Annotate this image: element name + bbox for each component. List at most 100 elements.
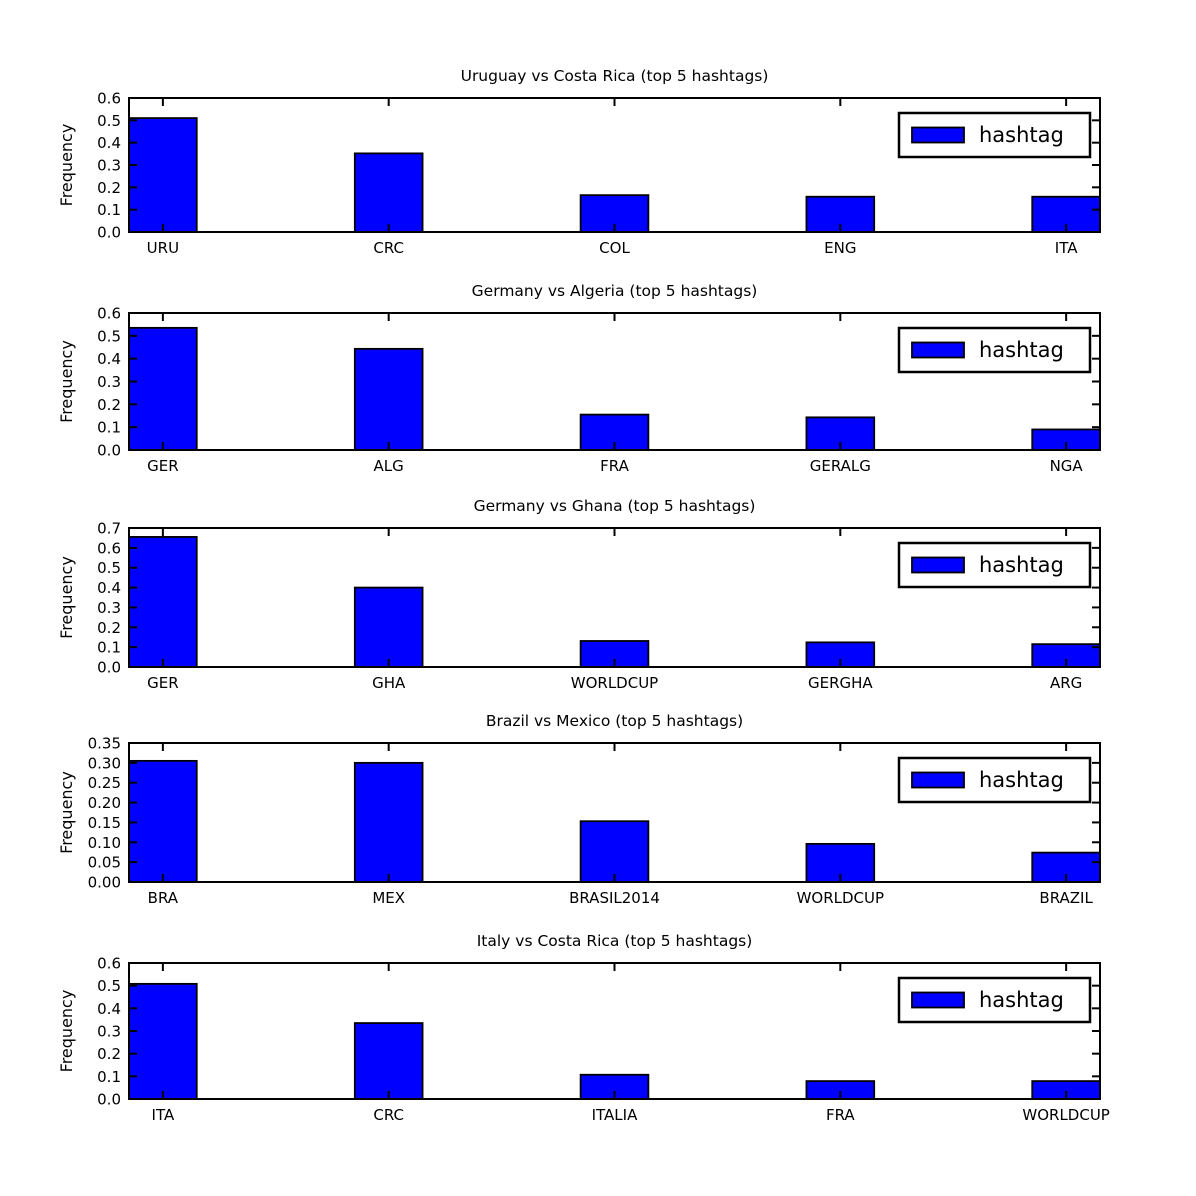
y-tick-label: 0.2 [97, 1045, 121, 1063]
bar-alg [353, 347, 424, 451]
y-axis-label: Frequency [57, 556, 76, 639]
y-tick-label: 0.4 [97, 134, 121, 152]
bar-crc [353, 1022, 424, 1100]
x-tick-label: ALG [374, 457, 404, 475]
subplot-ita: Italy vs Costa Rica (top 5 hashtags) 0.0 0… [57, 932, 1110, 1124]
y-tick-label: 0.2 [97, 179, 121, 197]
x-tick-label: GERALG [810, 457, 871, 475]
subplot-uru: Uruguay vs Costa Rica (top 5 hashtags) 0.… [57, 67, 1101, 257]
plot-box [128, 312, 1101, 451]
chart-title: Germany vs Ghana (top 5 hashtags) [474, 497, 756, 515]
subplot-bra: Brazil vs Mexico (top 5 hashtags) 0.00 0.0… [57, 712, 1101, 907]
y-tick-label: 0.4 [97, 1000, 121, 1018]
y-tick-label: 0.20 [88, 794, 121, 812]
legend: hashtag [897, 326, 1092, 374]
x-tick-label: CRC [373, 239, 404, 257]
y-tick-label: 0.0 [97, 659, 121, 677]
legend-swatch [911, 556, 965, 574]
y-tick-label: 0.5 [97, 977, 121, 995]
legend-label: hashtag [979, 123, 1064, 147]
x-tick-label: BRA [148, 889, 179, 907]
y-tick-label: 0.3 [97, 599, 121, 617]
x-tick-label: GERGHA [808, 674, 873, 692]
x-tick-label: MEX [372, 889, 405, 907]
y-tick-label: 0.1 [97, 419, 121, 437]
bar-crc [353, 152, 424, 233]
x-tick-label: ITA [152, 1106, 175, 1124]
legend-label: hashtag [979, 768, 1064, 792]
y-tick-label: 0.25 [88, 774, 121, 792]
y-tick-label: 0.7 [97, 520, 121, 538]
x-tick-label: ENG [824, 239, 856, 257]
bar-brasil2014 [579, 820, 650, 883]
x-tick-label: COL [599, 239, 630, 257]
x-tick-label: FRA [600, 457, 629, 475]
bar-ita [128, 982, 198, 1100]
legend-swatch [911, 991, 965, 1009]
legend: hashtag [897, 111, 1092, 159]
legend: hashtag [897, 756, 1092, 804]
y-tick-label: 0.2 [97, 619, 121, 637]
x-tick-label: WORLDCUP [571, 674, 658, 692]
chart-title: Italy vs Costa Rica (top 5 hashtags) [477, 932, 753, 950]
x-tick-label: BRAZIL [1039, 889, 1093, 907]
y-tick-label: 0.4 [97, 579, 121, 597]
y-tick-label: 0.5 [97, 112, 121, 130]
y-axis-label: Frequency [57, 771, 76, 854]
bar-uru [128, 117, 198, 233]
x-tick-label: GHA [372, 674, 406, 692]
y-tick-label: 0.35 [88, 735, 121, 753]
y-tick-label: 0.6 [97, 90, 121, 108]
chart-title: Germany vs Algeria (top 5 hashtags) [472, 282, 758, 300]
bar-bra [128, 759, 198, 883]
x-tick-label: FRA [826, 1106, 855, 1124]
plot-box [128, 97, 1101, 233]
y-tick-label: 0.3 [97, 157, 121, 175]
legend: hashtag [897, 541, 1092, 589]
subplot-ger: Germany vs Ghana (top 5 hashtags) 0.0 0.1 0… [57, 497, 1101, 692]
y-tick-label: 0.30 [88, 754, 121, 772]
plot-box [128, 527, 1101, 668]
y-tick-label: 0.0 [97, 224, 121, 242]
plot-box [128, 962, 1101, 1100]
x-tick-label: ARG [1050, 674, 1082, 692]
y-tick-label: 0.1 [97, 201, 121, 219]
legend-label: hashtag [979, 988, 1064, 1012]
y-tick-label: 0.6 [97, 539, 121, 557]
y-tick-label: 0.1 [97, 639, 121, 657]
y-tick-label: 0.6 [97, 305, 121, 323]
y-tick-label: 0.6 [97, 955, 121, 973]
x-tick-label: BRASIL2014 [569, 889, 660, 907]
y-axis-label: Frequency [57, 340, 76, 423]
legend-swatch [911, 126, 965, 144]
bar-ger [128, 536, 198, 668]
subplot-ger: Germany vs Algeria (top 5 hashtags) 0.0 0.… [57, 282, 1101, 475]
chart-title: Uruguay vs Costa Rica (top 5 hashtags) [461, 67, 769, 85]
legend-label: hashtag [979, 338, 1064, 362]
x-tick-label: WORLDCUP [1022, 1106, 1109, 1124]
legend: hashtag [897, 976, 1092, 1024]
y-tick-label: 0.0 [97, 442, 121, 460]
y-tick-label: 0.4 [97, 350, 121, 368]
x-tick-label: NGA [1050, 457, 1084, 475]
y-tick-label: 0.3 [97, 373, 121, 391]
bar-mex [353, 761, 424, 883]
bar-ger [128, 326, 198, 451]
bar-gha [353, 586, 424, 668]
chart-title: Brazil vs Mexico (top 5 hashtags) [486, 712, 743, 730]
y-tick-label: 0.15 [88, 814, 121, 832]
x-tick-label: GER [147, 674, 179, 692]
x-tick-label: ITA [1055, 239, 1078, 257]
y-tick-label: 0.1 [97, 1068, 121, 1086]
y-tick-label: 0.00 [88, 874, 121, 892]
x-tick-label: WORLDCUP [797, 889, 884, 907]
y-tick-label: 0.05 [88, 854, 121, 872]
y-tick-label: 0.0 [97, 1091, 121, 1109]
legend-label: hashtag [979, 553, 1064, 577]
y-tick-label: 0.10 [88, 834, 121, 852]
x-tick-label: GER [147, 457, 179, 475]
y-tick-label: 0.3 [97, 1023, 121, 1041]
x-tick-label: ITALIA [592, 1106, 638, 1124]
